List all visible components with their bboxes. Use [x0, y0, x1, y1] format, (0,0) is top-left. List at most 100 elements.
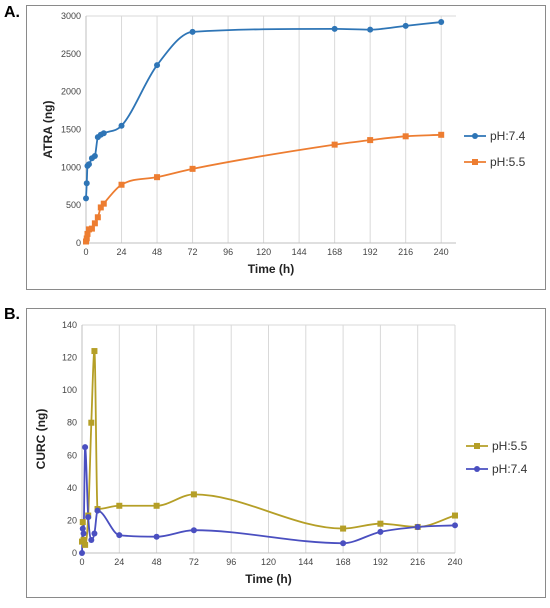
chart-a: 0 24 48 72 96 120 144 168 192 216 240 0 500 1000 1500 2… — [41, 11, 526, 276]
chart-a-series-1-point-8 — [100, 200, 107, 207]
chart-a-series-1-point-11 — [189, 165, 196, 172]
chart-a-series-0-point-14 — [402, 22, 409, 29]
chart-a-x-tick-label-0: 0 — [83, 247, 88, 257]
chart-a-series-1-point-9 — [118, 181, 125, 188]
chart-b-legend-marker-1 — [474, 466, 480, 472]
chart-a-series-0-point-15 — [438, 19, 445, 26]
chart-b-x-tick-label-0: 0 — [79, 557, 84, 567]
chart-a-x-tick-label-1: 24 — [117, 247, 127, 257]
chart-b-y-tick-label-5: 100 — [62, 385, 77, 395]
chart-b-series-1-point-14 — [452, 522, 458, 529]
chart-b-series-1-point-4 — [85, 514, 92, 521]
chart-a-y-tick-label-0: 0 — [76, 238, 81, 248]
chart-a-series-1-point-7 — [97, 204, 104, 211]
chart-b-series-1-point-11 — [340, 540, 347, 547]
chart-b-series-0-point-9 — [153, 502, 160, 509]
chart-b-series-0-point-8 — [116, 502, 123, 509]
chart-b-series-1-point-6 — [91, 530, 98, 537]
chart-a-frame — [26, 5, 546, 290]
chart-a-legend-marker-1 — [472, 159, 478, 165]
chart-b: 0 24 48 72 96 120 144 168 192 216 240 0 20 40 60 80 100 1… — [34, 320, 528, 586]
chart-b-y-tick-label-4: 80 — [67, 418, 77, 428]
chart-b-y-tick-label-2: 40 — [67, 483, 77, 493]
panel-a-label: A. — [4, 4, 20, 21]
chart-a-legend-label-0: pH:7.4 — [490, 129, 526, 143]
chart-a-series-0-point-8 — [100, 130, 107, 137]
chart-b-y-axis-title: CURC (ng) — [34, 409, 48, 470]
chart-b-y-tick-label-3: 60 — [67, 450, 77, 460]
chart-a-series-1-point-6 — [94, 214, 101, 221]
chart-a-series-0-point-3 — [85, 161, 92, 168]
chart-b-series-1-point-7 — [94, 507, 101, 514]
chart-a-series-0-point-1 — [83, 180, 90, 187]
chart-b-x-axis-title: Time (h) — [245, 572, 291, 586]
chart-a-y-tick-label-2: 1000 — [61, 162, 81, 172]
chart-b-series-0-point-1 — [79, 519, 86, 526]
chart-b-x-tick-label-1: 24 — [114, 557, 124, 567]
chart-b-series-1-point-2 — [80, 530, 87, 537]
chart-b-x-tick-label-6: 144 — [298, 557, 313, 567]
chart-b-series-0-point-10 — [190, 491, 197, 498]
chart-b-x-tick-label-2: 48 — [152, 557, 162, 567]
chart-b-x-tick-label-10: 240 — [447, 557, 462, 567]
chart-a-series-0-point-0 — [83, 195, 89, 202]
chart-b-y-tick-label-6: 120 — [62, 353, 77, 363]
chart-b-series-0-point-6 — [91, 348, 98, 355]
chart-a-x-tick-label-9: 216 — [398, 247, 413, 257]
chart-a-y-tick-label-3: 1500 — [61, 125, 81, 135]
chart-b-legend-label-0: pH:5.5 — [492, 439, 528, 453]
panel-a: A. 0 24 48 72 96 120 144 168 192 216 240 0 500 1000 15… — [0, 0, 550, 300]
chart-a-series-1-point-1 — [83, 235, 90, 242]
chart-a-series-0-point-11 — [189, 28, 196, 35]
chart-a-x-tick-label-3: 72 — [188, 247, 198, 257]
chart-b-series-1-point-9 — [153, 533, 160, 540]
chart-b-series-1-point-5 — [88, 536, 95, 543]
chart-a-series-1-point-5 — [91, 220, 98, 227]
chart-a-series-1-point-10 — [154, 174, 161, 181]
chart-a-x-axis-title: Time (h) — [248, 262, 294, 276]
chart-a-legend-marker-0 — [472, 133, 478, 139]
chart-a-y-tick-label-1: 500 — [66, 200, 81, 210]
chart-b-x-tick-label-5: 120 — [261, 557, 276, 567]
chart-b-series-1-point-0 — [79, 550, 85, 556]
chart-b-series-1-point-13 — [414, 523, 421, 530]
chart-a-series-1-point-0 — [83, 238, 89, 245]
chart-a-x-tick-label-10: 240 — [434, 247, 449, 257]
chart-b-series-1-point-1 — [79, 525, 86, 532]
chart-b-y-tick-label-0: 0 — [72, 548, 77, 558]
chart-a-series-0-point-12 — [331, 25, 338, 32]
chart-b-series-0-point-3 — [82, 541, 89, 548]
chart-b-series-0-point-12 — [377, 520, 384, 527]
chart-a-y-axis-title: ATRA (ng) — [41, 101, 55, 159]
panel-b: B. 0 24 48 72 96 120 144 168 192 216 240 0 20 40 60 80 1… — [0, 300, 550, 608]
chart-a-x-tick-label-5: 120 — [256, 247, 271, 257]
chart-b-series-0-point-14 — [452, 512, 458, 519]
chart-a-legend-label-1: pH:5.5 — [490, 155, 526, 169]
chart-b-y-tick-label-1: 20 — [67, 515, 77, 525]
chart-a-series-0-point-10 — [154, 62, 161, 69]
chart-b-x-tick-label-8: 192 — [373, 557, 388, 567]
chart-b-series-1-point-8 — [116, 532, 123, 539]
chart-a-series-1-point-14 — [402, 133, 409, 140]
chart-b-series-0-point-2 — [80, 536, 87, 543]
chart-a-series-1-point-15 — [438, 131, 445, 138]
chart-a-x-tick-label-2: 48 — [152, 247, 162, 257]
chart-a-series-0-point-5 — [91, 152, 98, 159]
panel-b-label: B. — [4, 306, 20, 323]
chart-b-series-1-point-10 — [190, 527, 197, 534]
chart-a-series-1-point-4 — [88, 225, 95, 232]
chart-b-x-tick-label-3: 72 — [189, 557, 199, 567]
chart-b-x-tick-label-9: 216 — [410, 557, 425, 567]
chart-a-series-1-point-12 — [331, 141, 338, 148]
chart-b-legend-marker-0 — [474, 443, 480, 449]
chart-b-x-tick-label-4: 96 — [226, 557, 236, 567]
chart-a-y-tick-label-6: 3000 — [61, 11, 81, 21]
chart-b-y-tick-label-7: 140 — [62, 320, 77, 330]
chart-a-y-tick-label-4: 2000 — [61, 87, 81, 97]
chart-b-series-1-point-3 — [82, 444, 89, 451]
chart-b-series-1-point-12 — [377, 528, 384, 535]
chart-a-y-tick-label-5: 2500 — [61, 49, 81, 59]
chart-b-x-tick-label-7: 168 — [336, 557, 351, 567]
chart-a-x-tick-label-6: 144 — [292, 247, 307, 257]
chart-a-x-tick-label-8: 192 — [363, 247, 378, 257]
